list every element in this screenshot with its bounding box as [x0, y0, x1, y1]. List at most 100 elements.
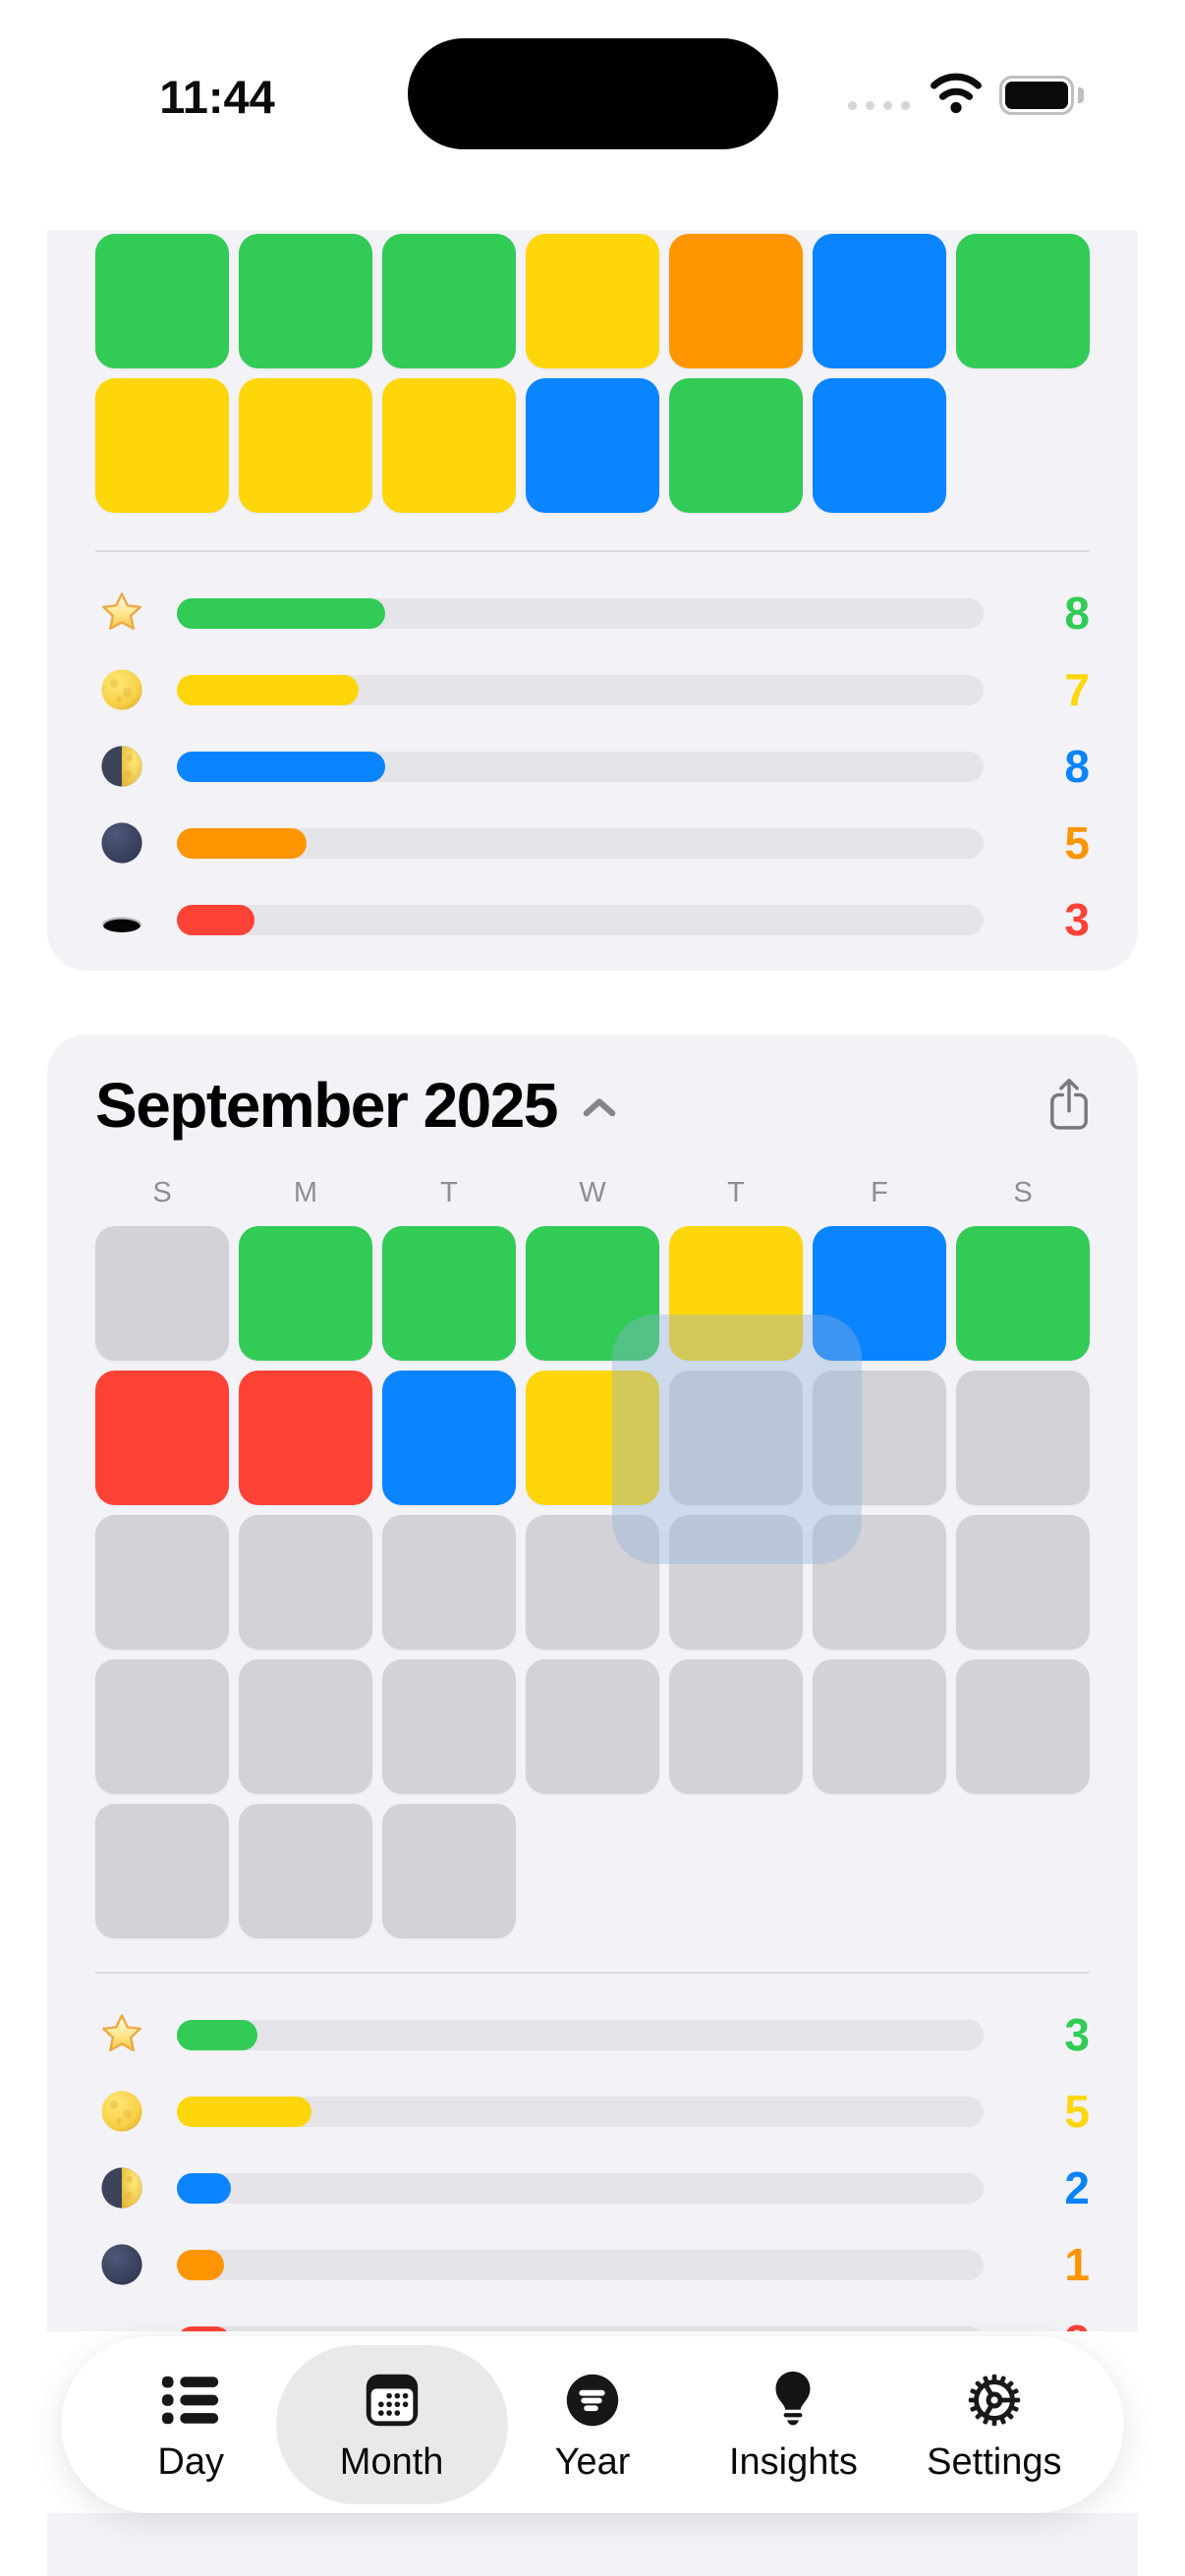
legend-bar-fill — [177, 2249, 224, 2280]
day-cell-empty[interactable] — [382, 1804, 516, 1938]
legend-bar-fill — [177, 2096, 311, 2127]
calendar-week-row — [95, 1659, 1090, 1794]
mood-legend: 8 7 8 5 3 — [47, 551, 1138, 958]
day-cell-empty[interactable] — [239, 1804, 372, 1938]
day-cell-yellow[interactable] — [526, 234, 659, 368]
day-cell-empty[interactable] — [382, 1659, 516, 1794]
legend-count: 3 — [1064, 2009, 1090, 2060]
day-cell-green[interactable] — [382, 234, 516, 368]
selected-day-overlay — [612, 1315, 862, 1564]
weekday-label: T — [440, 1176, 458, 1208]
day-cell-empty[interactable] — [95, 1226, 229, 1361]
tab-label: Insights — [728, 2440, 858, 2483]
weekday-label: W — [579, 1176, 606, 1208]
day-cell-blue[interactable] — [813, 378, 946, 513]
day-cell-yellow[interactable] — [526, 1371, 659, 1505]
tab-insights[interactable]: Insights — [693, 2336, 893, 2513]
day-cell-empty[interactable] — [239, 1515, 372, 1650]
day-cell-blue[interactable] — [382, 1371, 516, 1505]
day-cell-empty[interactable] — [813, 1659, 946, 1794]
chevron-up-icon — [583, 1097, 616, 1123]
day-cell-empty[interactable] — [95, 1515, 229, 1650]
tab-year[interactable]: Year — [492, 2336, 693, 2513]
weekday-label: M — [293, 1176, 318, 1208]
day-cell-yellow[interactable] — [239, 378, 372, 513]
calendar-week-row — [95, 1371, 1090, 1505]
status-bar: 11:44 — [0, 0, 1185, 177]
full-moon-emoji — [99, 2089, 144, 2134]
day-cell-green[interactable] — [239, 1226, 372, 1361]
calendar-week-row — [95, 1804, 1090, 1938]
legend-count: 8 — [1064, 588, 1090, 639]
day-cell-green[interactable] — [239, 234, 372, 368]
day-cell-empty[interactable] — [95, 1659, 229, 1794]
day-cell-red[interactable] — [239, 1371, 372, 1505]
share-button[interactable] — [1048, 1077, 1090, 1137]
weekday-label: S — [152, 1176, 172, 1208]
calendar-week-row — [95, 234, 1090, 368]
day-cell-green[interactable] — [95, 234, 229, 368]
tab-label: Day — [157, 2440, 224, 2483]
legend-count: 5 — [1064, 817, 1090, 868]
legend-bar-track — [177, 2249, 984, 2280]
legend-bar-track — [177, 827, 984, 859]
day-cell-empty[interactable] — [526, 1659, 659, 1794]
day-cell-empty[interactable] — [813, 1515, 946, 1650]
legend-bar-fill — [177, 904, 255, 935]
weekday-label: F — [871, 1176, 888, 1208]
day-cell-empty[interactable] — [669, 1659, 803, 1794]
day-cell-empty[interactable] — [239, 1659, 372, 1794]
day-cell-empty[interactable] — [956, 1659, 1090, 1794]
day-cell-empty[interactable] — [956, 1371, 1090, 1505]
weekday-label: S — [1013, 1176, 1033, 1208]
day-cell-green[interactable] — [956, 1226, 1090, 1361]
calendar-week-row — [95, 1515, 1090, 1650]
legend-bar-fill — [177, 751, 385, 782]
collapse-button[interactable] — [583, 1097, 616, 1123]
day-cell-yellow[interactable] — [382, 378, 516, 513]
list-icon — [157, 2367, 224, 2434]
star-emoji — [99, 2012, 144, 2057]
tab-month[interactable]: Month — [291, 2336, 491, 2513]
legend-bar-track — [177, 2172, 984, 2204]
day-cell-green[interactable] — [956, 234, 1090, 368]
legend-bar-fill — [177, 674, 360, 705]
legend-bar-track — [177, 597, 984, 629]
battery-nub — [1078, 87, 1084, 103]
day-cell-orange[interactable] — [669, 234, 803, 368]
day-cell-empty[interactable] — [669, 1371, 803, 1505]
day-cell-yellow[interactable] — [95, 378, 229, 513]
legend-bar-fill — [177, 597, 385, 629]
full-moon-emoji — [99, 667, 144, 712]
calendar-grid — [95, 1226, 1090, 1938]
day-cell-empty[interactable] — [382, 1515, 516, 1650]
day-cell-green[interactable] — [526, 1226, 659, 1361]
day-cell-empty[interactable] — [669, 1515, 803, 1650]
legend-bar-fill — [177, 2019, 258, 2050]
day-cell-blue[interactable] — [813, 234, 946, 368]
day-cell-red[interactable] — [95, 1371, 229, 1505]
last-quarter-moon-emoji — [99, 744, 144, 789]
day-cell-green[interactable] — [669, 378, 803, 513]
day-cell-blue[interactable] — [526, 378, 659, 513]
legend-row: 8 — [47, 575, 1138, 651]
day-cell-blue[interactable] — [813, 1226, 946, 1361]
star-emoji — [99, 590, 144, 636]
legend-row: 5 — [47, 805, 1138, 881]
day-cell-empty[interactable] — [526, 1515, 659, 1650]
day-cell-yellow[interactable] — [669, 1226, 803, 1361]
wifi-icon — [928, 73, 985, 120]
legend-bar-track — [177, 904, 984, 935]
day-cell-empty[interactable] — [956, 1515, 1090, 1650]
day-cell-empty[interactable] — [813, 1371, 946, 1505]
legend-bar-track — [177, 751, 984, 782]
legend-bar-fill — [177, 2172, 231, 2204]
new-moon-emoji — [99, 2242, 144, 2287]
tab-settings[interactable]: Settings — [894, 2336, 1095, 2513]
day-cell-empty[interactable] — [95, 1804, 229, 1938]
day-cell-green[interactable] — [382, 1226, 516, 1361]
tab-day[interactable]: Day — [90, 2336, 291, 2513]
legend-row: 1 — [47, 2226, 1138, 2303]
